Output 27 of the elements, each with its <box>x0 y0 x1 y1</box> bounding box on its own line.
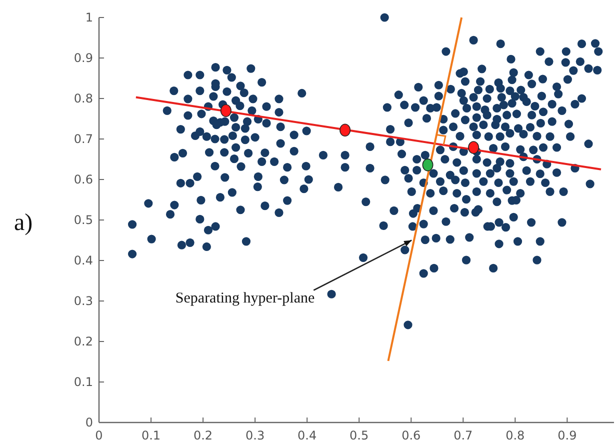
y-tick-label: 0.7 <box>74 132 93 146</box>
x-tick-label: 0.3 <box>246 428 265 442</box>
x-tick-label: 0.6 <box>402 428 421 442</box>
point <box>340 124 351 136</box>
y-tick-label: 0.1 <box>74 375 93 389</box>
y-tick-label: 0.6 <box>74 172 93 186</box>
y-tick-label: 0.8 <box>74 92 93 106</box>
x-tick-label: 0.4 <box>298 428 317 442</box>
y-tick-label: 0.9 <box>74 51 93 65</box>
text: a) <box>14 210 33 236</box>
point <box>468 141 480 154</box>
y-tick-label: 0.5 <box>74 213 93 227</box>
x-tick-label: 0.8 <box>506 428 525 442</box>
y-tick-label: 0.2 <box>74 334 93 348</box>
y-tick-label: 1 <box>85 10 93 24</box>
x-tick-label: 0 <box>95 428 103 442</box>
x-tick-label: 0.7 <box>454 428 473 442</box>
y-tick-label: 0.4 <box>74 254 93 268</box>
y-tick-label: 0 <box>85 416 93 430</box>
x-tick-label: 0.9 <box>558 428 577 442</box>
x-tick-label: 0.2 <box>193 428 213 442</box>
annotation: Separating hyper-plane <box>175 290 315 306</box>
point <box>220 104 232 118</box>
x-tick-label: 0.1 <box>141 428 161 442</box>
y-tick-label: 0.3 <box>74 294 93 308</box>
x-tick-label: 0.5 <box>350 428 369 442</box>
point <box>422 158 434 172</box>
